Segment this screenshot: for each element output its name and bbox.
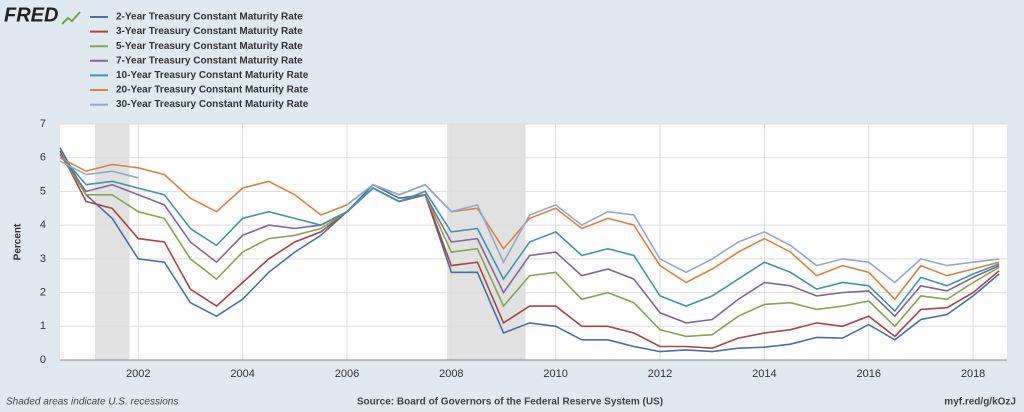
y-tick-label: 0 bbox=[40, 354, 46, 366]
footer-link[interactable]: myf.red/g/kOzJ bbox=[944, 397, 1016, 408]
x-tick-label: 2016 bbox=[856, 368, 880, 380]
x-tick-label: 2018 bbox=[961, 368, 985, 380]
recession-band bbox=[447, 124, 526, 360]
y-axis-label: Percent bbox=[13, 223, 24, 260]
y-tick-label: 2 bbox=[40, 286, 46, 298]
legend-label: 10-Year Treasury Constant Maturity Rate bbox=[116, 70, 309, 81]
legend-label: 30-Year Treasury Constant Maturity Rate bbox=[116, 99, 309, 110]
legend-label: 3-Year Treasury Constant Maturity Rate bbox=[116, 26, 303, 37]
series-line bbox=[59, 153, 1000, 324]
recession-band bbox=[94, 124, 130, 360]
x-tick-label: 2006 bbox=[335, 368, 359, 380]
x-tick-label: 2012 bbox=[648, 368, 672, 380]
series-line bbox=[59, 156, 1000, 301]
legend-label: 20-Year Treasury Constant Maturity Rate bbox=[116, 85, 309, 96]
series-line bbox=[59, 147, 1000, 353]
legend-label: 7-Year Treasury Constant Maturity Rate bbox=[116, 55, 303, 66]
series-line bbox=[59, 160, 1000, 284]
series-line bbox=[59, 150, 1000, 350]
x-tick-label: 2014 bbox=[752, 368, 776, 380]
x-tick-label: 2008 bbox=[439, 368, 463, 380]
y-tick-label: 1 bbox=[40, 320, 46, 332]
y-tick-label: 5 bbox=[40, 185, 46, 197]
y-tick-label: 7 bbox=[40, 118, 46, 130]
y-tick-label: 3 bbox=[40, 253, 46, 265]
x-tick-label: 2010 bbox=[543, 368, 567, 380]
x-tick-label: 2004 bbox=[230, 368, 254, 380]
footer-source: Source: Board of Governors of the Federa… bbox=[357, 397, 663, 408]
footer-note: Shaded areas indicate U.S. recessions bbox=[6, 397, 178, 408]
series-line bbox=[59, 153, 1000, 338]
logo: FRED bbox=[4, 4, 58, 26]
series-line bbox=[59, 153, 1000, 313]
legend-label: 5-Year Treasury Constant Maturity Rate bbox=[116, 41, 303, 52]
y-tick-label: 6 bbox=[40, 152, 46, 164]
x-tick-label: 2002 bbox=[126, 368, 150, 380]
logo-icon bbox=[61, 11, 81, 25]
legend-label: 2-Year Treasury Constant Maturity Rate bbox=[116, 12, 303, 23]
y-tick-label: 4 bbox=[40, 219, 46, 231]
plot-area bbox=[60, 124, 1007, 360]
